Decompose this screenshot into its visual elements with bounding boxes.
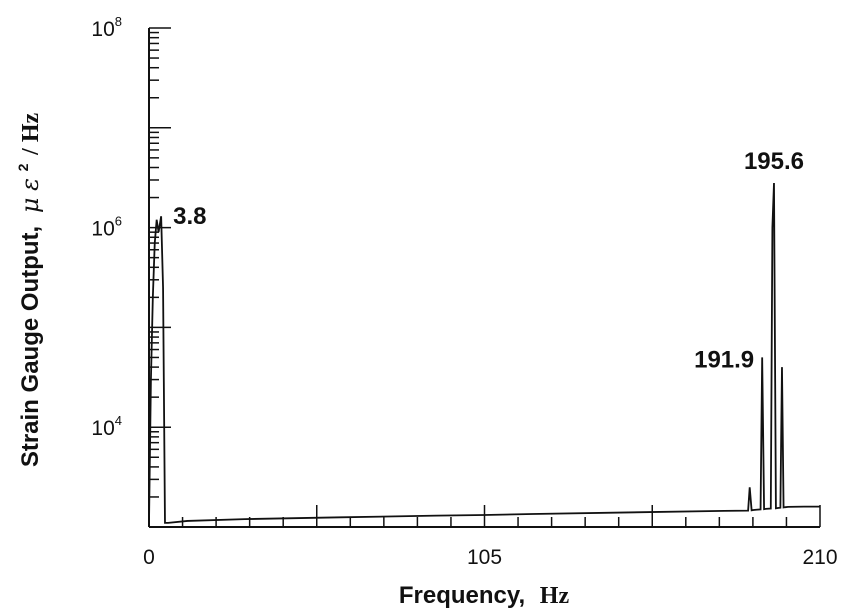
y-axis-title-power: 2 xyxy=(15,163,31,171)
y-axis-title-mu: μ xyxy=(16,198,44,214)
peak-labels: 3.8 191.9 195.6 xyxy=(173,148,804,373)
x-tick-label: 105 xyxy=(467,546,502,569)
minor-ticks xyxy=(148,27,821,528)
peak-label: 195.6 xyxy=(744,148,804,175)
y-tick-label-exponent: 8 xyxy=(115,14,122,29)
x-tick-label: 0 xyxy=(143,546,155,569)
x-axis-title-unit: Hz xyxy=(540,583,570,609)
y-axis-title-eps: ε xyxy=(16,178,44,191)
x-axis-title: Frequency, Hz xyxy=(399,582,570,609)
y-axis-title-unit: / Hz xyxy=(18,113,44,156)
y-axis-title: Strain Gauge Output, μ ε 2 / Hz xyxy=(7,113,44,468)
y-axis-title-main: Strain Gauge Output, xyxy=(17,226,44,467)
y-tick-label-base: 10 xyxy=(91,18,114,41)
y-tick-label-base: 10 xyxy=(91,417,114,440)
x-tick-label: 210 xyxy=(802,546,837,569)
peak-label: 3.8 xyxy=(173,203,206,230)
spectrum-series-line xyxy=(148,182,820,524)
y-tick-label: 106 xyxy=(91,214,122,241)
y-tick-label-exponent: 6 xyxy=(115,214,122,229)
y-tick-label: 104 xyxy=(91,413,122,440)
y-tick-label: 108 xyxy=(91,14,122,41)
x-axis-title-main: Frequency, xyxy=(399,582,525,609)
peak-label: 191.9 xyxy=(694,346,754,373)
plot-axes xyxy=(148,28,820,528)
series-layer xyxy=(148,182,820,524)
y-tick-label-exponent: 4 xyxy=(115,413,122,428)
y-tick-label-base: 10 xyxy=(91,218,114,241)
